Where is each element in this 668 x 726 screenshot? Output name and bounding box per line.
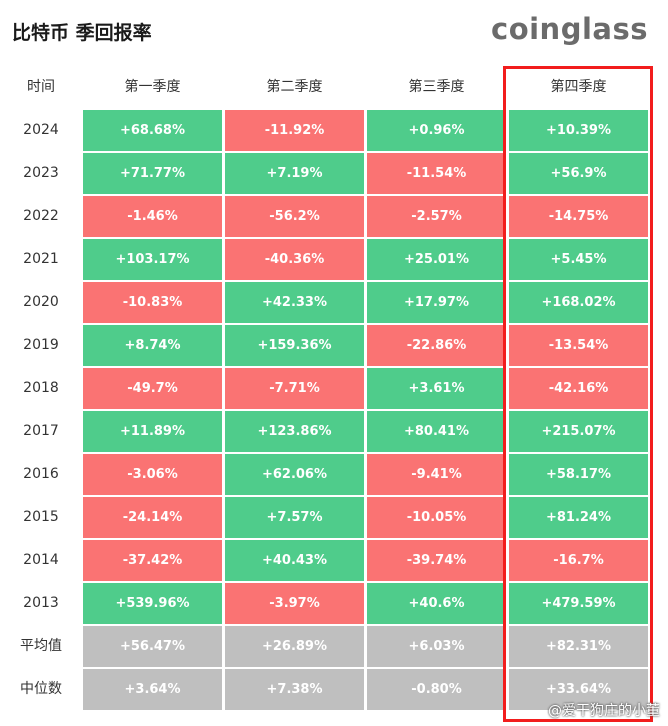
return-cell: +159.36% [225, 325, 364, 366]
return-cell: +62.06% [225, 454, 364, 495]
return-cell: +7.57% [225, 497, 364, 538]
table-row: 2024 +68.68% -11.92% +0.96% +10.39% [0, 110, 668, 151]
table-row: 中位数 +3.64% +7.38% -0.80% +33.64% [0, 669, 668, 710]
return-cell: +215.07% [509, 411, 648, 452]
return-cell: +123.86% [225, 411, 364, 452]
corner-label: 时间 [27, 79, 55, 95]
return-cell: +6.03% [367, 626, 506, 667]
return-cell: +7.19% [225, 153, 364, 194]
return-cell: +17.97% [367, 282, 506, 323]
return-cell: +0.96% [367, 110, 506, 151]
return-cell: -39.74% [367, 540, 506, 581]
column-header-q4: 第四季度 [550, 79, 607, 95]
return-cell: +7.38% [225, 669, 364, 710]
return-cell: +26.89% [225, 626, 364, 667]
return-cell: +11.89% [83, 411, 222, 452]
return-cell: -7.71% [225, 368, 364, 409]
return-cell: +40.43% [225, 540, 364, 581]
return-cell: -11.54% [367, 153, 506, 194]
return-cell: +539.96% [83, 583, 222, 624]
table-row: 2019 +8.74% +159.36% -22.86% -13.54% [0, 325, 668, 366]
return-cell: -9.41% [367, 454, 506, 495]
return-cell: +40.6% [367, 583, 506, 624]
return-cell: +68.68% [83, 110, 222, 151]
return-cell: -16.7% [509, 540, 648, 581]
row-label: 中位数 [20, 681, 62, 697]
return-cell: +58.17% [509, 454, 648, 495]
header-row: 时间 第一季度 第二季度 第三季度 第四季度 [0, 67, 668, 108]
return-cell: -22.86% [367, 325, 506, 366]
return-cell: +82.31% [509, 626, 648, 667]
table-row: 平均值 +56.47% +26.89% +6.03% +82.31% [0, 626, 668, 667]
return-cell: +3.64% [83, 669, 222, 710]
table-row: 2022 -1.46% -56.2% -2.57% -14.75% [0, 196, 668, 237]
row-label: 2017 [23, 423, 59, 439]
table-row: 2018 -49.7% -7.71% +3.61% -42.16% [0, 368, 668, 409]
return-cell: -2.57% [367, 196, 506, 237]
row-label: 2021 [23, 251, 59, 267]
coinglass-logo: coinglass [491, 12, 648, 46]
return-cell: -0.80% [367, 669, 506, 710]
return-cell: +42.33% [225, 282, 364, 323]
row-label: 2022 [23, 208, 59, 224]
return-cell: +3.61% [367, 368, 506, 409]
row-label: 2023 [23, 165, 59, 181]
table-row: 2021 +103.17% -40.36% +25.01% +5.45% [0, 239, 668, 280]
table-row: 2015 -24.14% +7.57% -10.05% +81.24% [0, 497, 668, 538]
return-cell: +33.64% [509, 669, 648, 710]
return-cell: +25.01% [367, 239, 506, 280]
row-label: 2014 [23, 552, 59, 568]
return-cell: -56.2% [225, 196, 364, 237]
row-label: 2015 [23, 509, 59, 525]
table-row: 2013 +539.96% -3.97% +40.6% +479.59% [0, 583, 668, 624]
return-cell: -40.36% [225, 239, 364, 280]
return-cell: -49.7% [83, 368, 222, 409]
table-row: 2023 +71.77% +7.19% -11.54% +56.9% [0, 153, 668, 194]
row-label: 平均值 [20, 638, 62, 654]
return-cell: +56.9% [509, 153, 648, 194]
return-cell: -37.42% [83, 540, 222, 581]
return-cell: +80.41% [367, 411, 506, 452]
return-cell: +81.24% [509, 497, 648, 538]
watermark: @爱干狗庄的小董 [548, 703, 660, 719]
return-cell: +56.47% [83, 626, 222, 667]
return-cell: +103.17% [83, 239, 222, 280]
return-cell: -24.14% [83, 497, 222, 538]
row-label: 2019 [23, 337, 59, 353]
return-cell: -1.46% [83, 196, 222, 237]
table-row: 2020 -10.83% +42.33% +17.97% +168.02% [0, 282, 668, 323]
column-header-q2: 第二季度 [266, 79, 323, 95]
return-cell: -13.54% [509, 325, 648, 366]
table-row: 2017 +11.89% +123.86% +80.41% +215.07% [0, 411, 668, 452]
row-label: 2013 [23, 595, 59, 611]
page-title: 比特币 季回报率 [12, 22, 152, 44]
table-row: 2016 -3.06% +62.06% -9.41% +58.17% [0, 454, 668, 495]
table-row: 2014 -37.42% +40.43% -39.74% -16.7% [0, 540, 668, 581]
return-cell: -3.97% [225, 583, 364, 624]
return-cell: -10.83% [83, 282, 222, 323]
return-cell: +71.77% [83, 153, 222, 194]
column-header-q1: 第一季度 [124, 79, 181, 95]
return-cell: +479.59% [509, 583, 648, 624]
return-cell: +8.74% [83, 325, 222, 366]
return-cell: +5.45% [509, 239, 648, 280]
return-cell: +168.02% [509, 282, 648, 323]
row-label: 2024 [23, 122, 59, 138]
row-label: 2016 [23, 466, 59, 482]
row-label: 2020 [23, 294, 59, 310]
column-header-q3: 第三季度 [408, 79, 465, 95]
return-cell: -11.92% [225, 110, 364, 151]
return-cell: -42.16% [509, 368, 648, 409]
row-label: 2018 [23, 380, 59, 396]
return-cell: -14.75% [509, 196, 648, 237]
return-cell: -10.05% [367, 497, 506, 538]
return-cell: -3.06% [83, 454, 222, 495]
return-cell: +10.39% [509, 110, 648, 151]
